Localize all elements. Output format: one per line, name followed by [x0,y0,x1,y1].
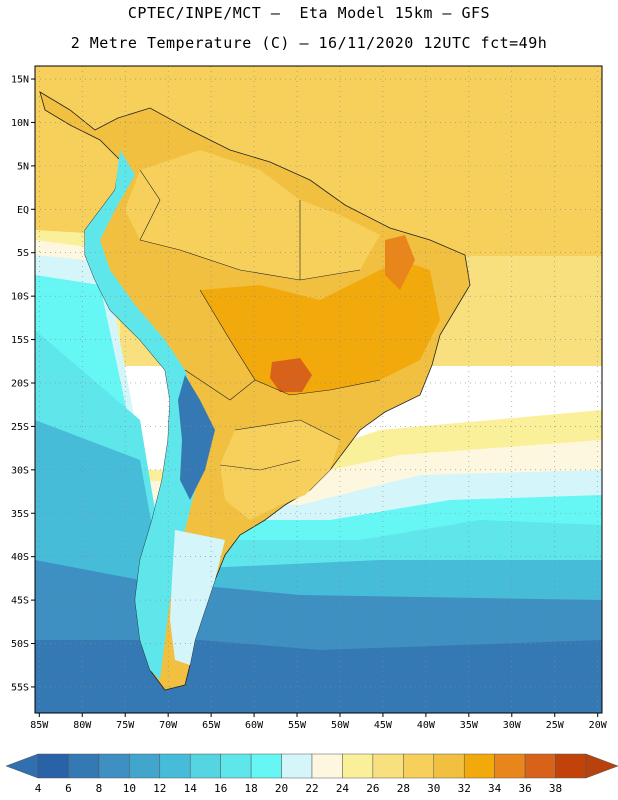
colorbar-label: 22 [305,782,318,795]
map-title-line2: 2 Metre Temperature (C) – 16/11/2020 12U… [70,34,548,52]
colorbar-swatch [342,753,374,779]
colorbar-swatch [555,753,587,779]
northeast-hot-spot [385,235,415,290]
lat-label: 10N [11,118,29,129]
longitude-labels: 85W 80W 75W 70W 65W 60W 55W 50W 45W 40W 35W 30W 25W 2… [30,713,608,731]
colorbar-swatch [311,753,343,779]
colorbar-swatch [98,753,130,779]
colorbar-label: 30 [427,782,440,795]
colorbar-swatch [524,753,556,779]
lon-label: 40W [417,720,436,731]
lat-label: 5S [17,248,29,259]
colorbar-label: 26 [366,782,379,795]
lat-label: 15S [11,335,29,346]
colorbar-label: 24 [336,782,350,795]
colorbar-label: 18 [244,782,257,795]
colorbar-label: 12 [153,782,166,795]
colorbar-swatch [403,753,435,779]
colorbar-label: 38 [549,782,562,795]
colorbar-label: 14 [184,782,198,795]
lat-label: 25S [11,422,29,433]
colorbar-swatch [159,753,191,779]
colorbar-swatch [37,753,69,779]
colorbar-label: 16 [214,782,227,795]
lat-label: 35S [11,509,29,520]
ocean-band-pale [35,240,602,540]
ocean-band-deep-blue [35,640,602,713]
pantanal-hot-spot [270,358,312,392]
colorbar-high-arrow [585,753,618,779]
lat-label: 40S [11,552,29,563]
lon-label: 45W [374,720,393,731]
lon-label: 50W [331,720,350,731]
lon-label: 85W [30,720,49,731]
colorbar-label: 32 [458,782,471,795]
lat-label: 5N [17,161,29,172]
colorbar-swatch [68,753,100,779]
colorbar-swatch [494,753,526,779]
colorbar-label: 8 [96,782,103,795]
lat-label: 50S [11,639,29,650]
lon-label: 60W [245,720,264,731]
lat-label: EQ [17,205,29,216]
lat-label: 15N [11,75,29,86]
lon-label: 80W [73,720,92,731]
lon-label: 75W [116,720,135,731]
colorbar-label: 36 [518,782,531,795]
colorbar-label: 4 [35,782,42,795]
colorbar-label: 20 [275,782,288,795]
colorbar-label: 6 [65,782,72,795]
lat-label: 55S [11,682,29,693]
colorbar-label: 28 [397,782,410,795]
brazil-hot-region [200,260,440,395]
colorbar-swatch [463,753,495,779]
colorbar-swatch [281,753,313,779]
latitude-labels: 15N 10N 5N EQ 5S 10S 15S 20S 25S 30S 35S 40S 45S 50S 5… [11,75,35,693]
lon-label: 30W [503,720,522,731]
patagonia-region [170,530,225,665]
map-frame [34,65,603,714]
lon-label: 70W [159,720,178,731]
ocean-band-cool [35,230,602,520]
ocean-band-cyan-mid [35,330,602,600]
lon-label: 55W [288,720,307,731]
colorbar-low-arrow [5,753,39,779]
colorbar-label: 34 [488,782,502,795]
colorbar-swatch [250,753,282,779]
andes-coldest-region [178,375,215,500]
lon-label: 35W [460,720,479,731]
lat-label: 30S [11,465,29,476]
colorbar-swatch [433,753,465,779]
lat-label: 20S [11,378,29,389]
lon-label: 20W [589,720,608,731]
lat-label: 45S [11,596,29,607]
colorbar-swatch [372,753,404,779]
ocean-band-cyan-light [35,255,602,560]
colorbar-label: 10 [123,782,136,795]
colorbar-swatch [189,753,221,779]
amazon-warm-region [125,150,380,280]
colorbar: 4 6 8 10 12 14 16 18 20 22 24 26 28 30 32 34 36 38 [5,753,618,795]
lat-label: 10S [11,292,29,303]
lon-label: 25W [546,720,565,731]
colorbar-swatch [220,753,252,779]
ocean-band-cyan [35,275,602,580]
colorbar-swatch [129,753,161,779]
map-title-line1: CPTEC/INPE/MCT – Eta Model 15km – GFS [127,4,491,22]
lon-label: 65W [202,720,221,731]
